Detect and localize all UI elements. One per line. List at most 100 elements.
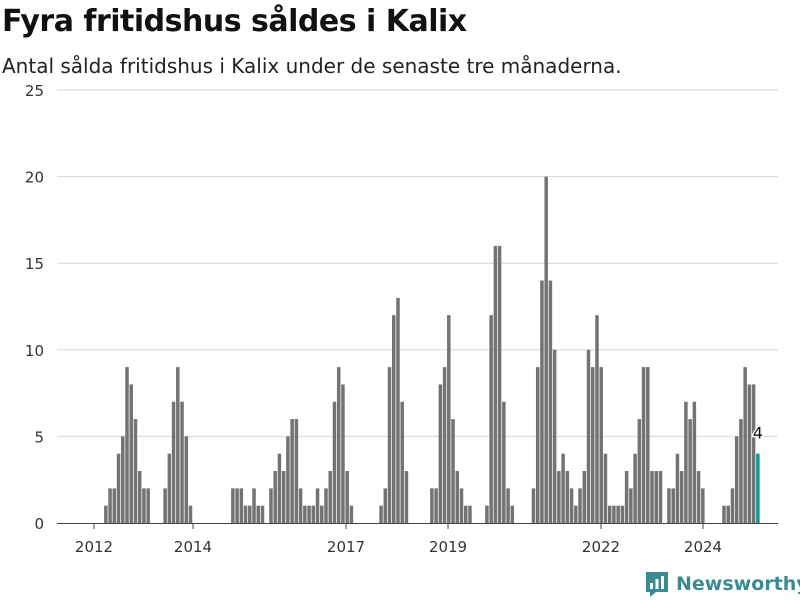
bar — [612, 505, 616, 523]
bar — [502, 401, 506, 523]
bar — [387, 367, 392, 523]
bar — [569, 488, 574, 523]
bar — [629, 488, 633, 523]
bar — [379, 505, 383, 523]
bar — [679, 471, 684, 523]
bar — [125, 367, 129, 523]
bar — [734, 436, 739, 523]
bar — [256, 505, 261, 523]
bar — [595, 315, 599, 523]
bar — [658, 471, 663, 523]
bar — [624, 471, 629, 523]
bar — [696, 471, 701, 523]
bar — [243, 505, 248, 523]
bar — [171, 401, 176, 523]
y-tick-label: 5 — [34, 428, 44, 446]
bar — [273, 471, 277, 523]
y-tick-label: 0 — [34, 515, 44, 533]
bar — [603, 453, 608, 523]
bar — [129, 384, 133, 523]
bar — [281, 471, 286, 523]
bar — [442, 367, 447, 523]
bar — [290, 419, 294, 523]
bar — [184, 436, 189, 523]
bar — [332, 401, 337, 523]
bar — [260, 505, 265, 523]
bar — [688, 419, 692, 523]
data-label-latest: 4 — [753, 424, 763, 443]
x-tick-label: 2022 — [582, 538, 620, 556]
bar — [180, 401, 184, 523]
bar — [328, 471, 332, 523]
bar — [336, 367, 341, 523]
bar — [451, 419, 455, 523]
bar — [404, 471, 409, 523]
bar — [747, 384, 752, 523]
bar — [646, 367, 650, 523]
bar — [633, 453, 637, 523]
y-tick-label: 10 — [25, 342, 44, 360]
bar — [239, 488, 244, 523]
bar — [667, 488, 671, 523]
bar — [188, 505, 193, 523]
bar — [675, 453, 680, 523]
page-title: Fyra fritidshus såldes i Kalix — [2, 4, 467, 39]
bar — [455, 471, 460, 523]
bar — [722, 505, 726, 523]
grid-lines — [57, 89, 778, 437]
y-axis: 0 5 10 15 20 25 — [25, 82, 44, 533]
bar — [430, 488, 434, 523]
bar — [557, 471, 561, 523]
bar — [400, 401, 404, 523]
bar — [383, 488, 388, 523]
bar — [637, 419, 642, 523]
bar — [286, 436, 290, 523]
bar — [730, 488, 735, 523]
bar — [531, 488, 536, 523]
bar — [315, 488, 320, 523]
y-tick-label: 25 — [25, 82, 44, 100]
bar — [586, 349, 591, 523]
bar — [692, 401, 697, 523]
bar — [574, 505, 578, 523]
bar — [671, 488, 675, 523]
bar — [231, 488, 235, 523]
bar — [540, 280, 544, 523]
bar — [112, 488, 117, 523]
bar — [607, 505, 612, 523]
bar — [146, 488, 150, 523]
bar — [396, 297, 400, 523]
bar — [616, 505, 620, 523]
bar — [447, 315, 451, 523]
bar — [438, 384, 443, 523]
bar — [133, 419, 138, 523]
bar — [641, 367, 646, 523]
bar — [561, 453, 565, 523]
x-tick-label: 2012 — [75, 538, 113, 556]
bar — [468, 505, 472, 523]
bar — [392, 315, 396, 523]
y-tick-label: 20 — [25, 169, 44, 187]
bar — [493, 245, 498, 523]
bar — [307, 505, 311, 523]
bar — [506, 488, 510, 523]
y-tick-label: 15 — [25, 255, 44, 273]
bar — [739, 419, 743, 523]
bar — [684, 401, 688, 523]
bar — [235, 488, 239, 523]
bar — [743, 367, 747, 523]
bar-highlight — [756, 453, 760, 523]
page-subtitle: Antal sålda fritidshus i Kalix under de … — [2, 54, 622, 78]
brand-name: Newsworthy — [676, 573, 800, 595]
bar — [654, 471, 659, 523]
bar — [167, 453, 172, 523]
bar — [303, 505, 307, 523]
bar — [620, 505, 625, 523]
bar — [591, 367, 595, 523]
bar — [726, 505, 730, 523]
bar — [116, 453, 121, 523]
bar — [121, 436, 125, 523]
bar — [252, 488, 256, 523]
bar — [434, 488, 438, 523]
